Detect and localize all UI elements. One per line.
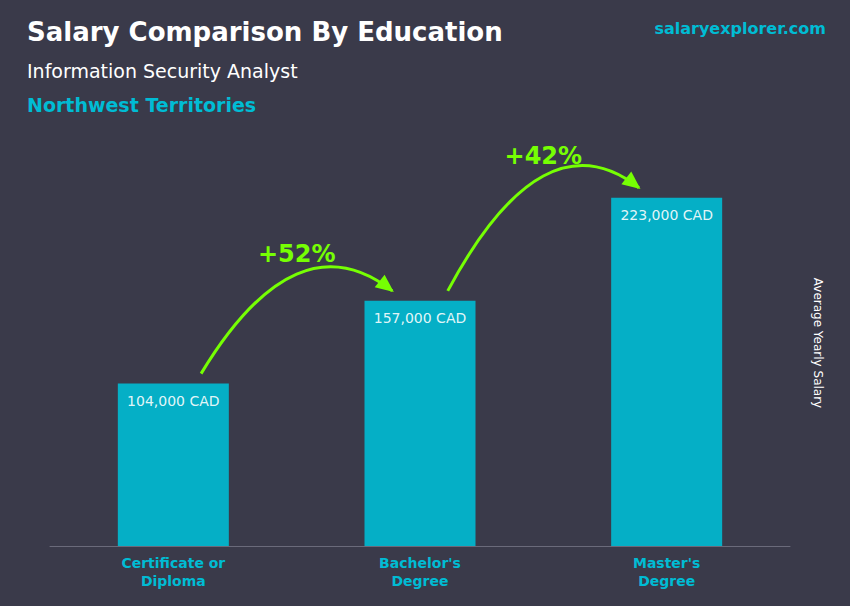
svg-text:salaryexplorer.com: salaryexplorer.com xyxy=(654,19,826,38)
svg-text:Northwest Territories: Northwest Territories xyxy=(27,94,256,116)
svg-text:Bachelor's: Bachelor's xyxy=(379,555,461,571)
svg-text:Certificate or: Certificate or xyxy=(121,555,225,571)
svg-text:Master's: Master's xyxy=(633,555,700,571)
svg-text:Information Security Analyst: Information Security Analyst xyxy=(27,60,298,82)
svg-text:+42%: +42% xyxy=(505,142,583,170)
svg-text:Degree: Degree xyxy=(638,573,695,589)
svg-text:+52%: +52% xyxy=(258,240,336,268)
svg-text:104,000 CAD: 104,000 CAD xyxy=(127,393,219,409)
svg-text:223,000 CAD: 223,000 CAD xyxy=(620,207,712,223)
svg-text:Degree: Degree xyxy=(391,573,448,589)
svg-text:Diploma: Diploma xyxy=(141,573,206,589)
svg-text:157,000 CAD: 157,000 CAD xyxy=(374,310,466,326)
svg-text:Average Yearly Salary: Average Yearly Salary xyxy=(811,278,825,408)
svg-text:Salary Comparison By Education: Salary Comparison By Education xyxy=(27,17,503,47)
